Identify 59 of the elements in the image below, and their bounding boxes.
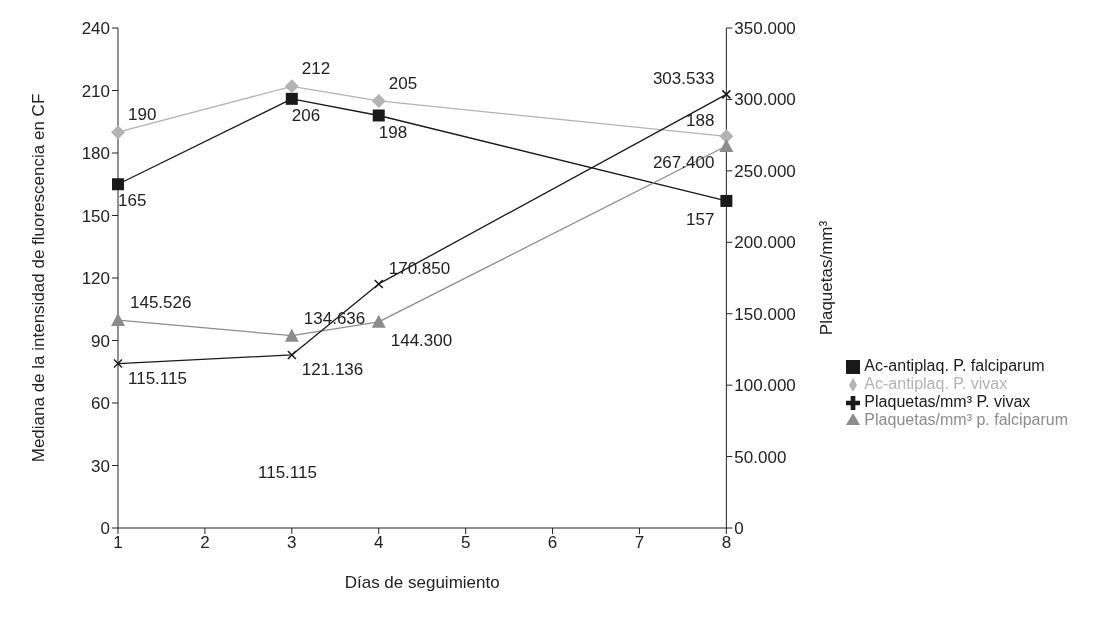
y2-tick-label: 350.000	[734, 19, 796, 39]
y2-tick-label: 250.000	[734, 161, 796, 181]
point	[372, 109, 385, 122]
data-label: 205	[388, 73, 418, 93]
y2-tick-label: 0	[734, 519, 744, 539]
y2-tick-label: 150.000	[734, 304, 796, 324]
y-tick-label: 120	[81, 269, 110, 289]
x-tick-label: 2	[200, 533, 210, 553]
y-tick-label: 210	[81, 81, 110, 101]
legend-label: Plaquetas/mm³ P. vivax	[864, 393, 1031, 410]
data-label: 145.526	[130, 293, 192, 313]
data-label: 144.300	[390, 330, 453, 350]
y2-tick-label: 300.000	[734, 90, 796, 110]
y-tick-label: 60	[91, 394, 110, 414]
x-tick-label: 1	[113, 533, 123, 553]
y-tick-label: 30	[91, 456, 110, 476]
data-label: 165	[118, 191, 147, 211]
data-label: 206	[291, 105, 321, 125]
x-tick-label: 5	[460, 533, 471, 553]
data-label: 198	[378, 122, 408, 142]
point	[111, 125, 125, 140]
data-label: 303.533	[652, 69, 715, 89]
annotation: 115.115	[258, 463, 317, 483]
y-tick-label: 0	[100, 519, 110, 539]
y2-tick-label: 100.000	[734, 376, 796, 396]
point	[719, 139, 734, 152]
point	[371, 314, 386, 328]
data-label: 157	[685, 209, 715, 229]
x-tick-label: 3	[287, 533, 297, 553]
data-label: 190	[128, 105, 157, 125]
y2-tick-label: 200.000	[734, 233, 796, 253]
point	[284, 328, 299, 342]
legend-label: Ac-antiplaq. P. vivax	[864, 375, 1008, 392]
x-tick-label: 7	[634, 533, 645, 553]
legend-label: Plaquetas/mm³ p. falciparum	[864, 411, 1068, 428]
data-label: 115.115	[128, 368, 187, 388]
point	[371, 93, 386, 108]
legend-label: Ac-antiplaq. P. falciparum	[864, 357, 1045, 374]
y-tick-label: 180	[81, 144, 110, 164]
y-tick-label: 90	[91, 331, 110, 351]
point	[111, 313, 125, 327]
x-axis-title: Días de seguimiento	[344, 573, 500, 592]
data-label: 188	[685, 111, 715, 131]
x-tick-label: 8	[721, 533, 732, 553]
y-tick-label: 240	[81, 19, 110, 39]
point	[719, 129, 734, 144]
y2-tick-label: 50.000	[734, 447, 787, 467]
x-tick-label: 6	[547, 533, 558, 553]
y-axis-title: Mediana de la intensidad de fluorescencia en CF	[29, 93, 49, 463]
x-tick-label: 4	[373, 533, 384, 553]
y-tick-label: 150	[81, 206, 110, 226]
point	[720, 194, 733, 207]
data-label: 212	[301, 59, 331, 79]
point	[284, 79, 299, 94]
y2-axis-title: Plaquetas/mm³	[817, 220, 837, 336]
point	[112, 178, 124, 191]
data-label: 121.136	[301, 359, 364, 379]
point	[285, 92, 298, 105]
data-label: 267.400	[652, 153, 715, 172]
